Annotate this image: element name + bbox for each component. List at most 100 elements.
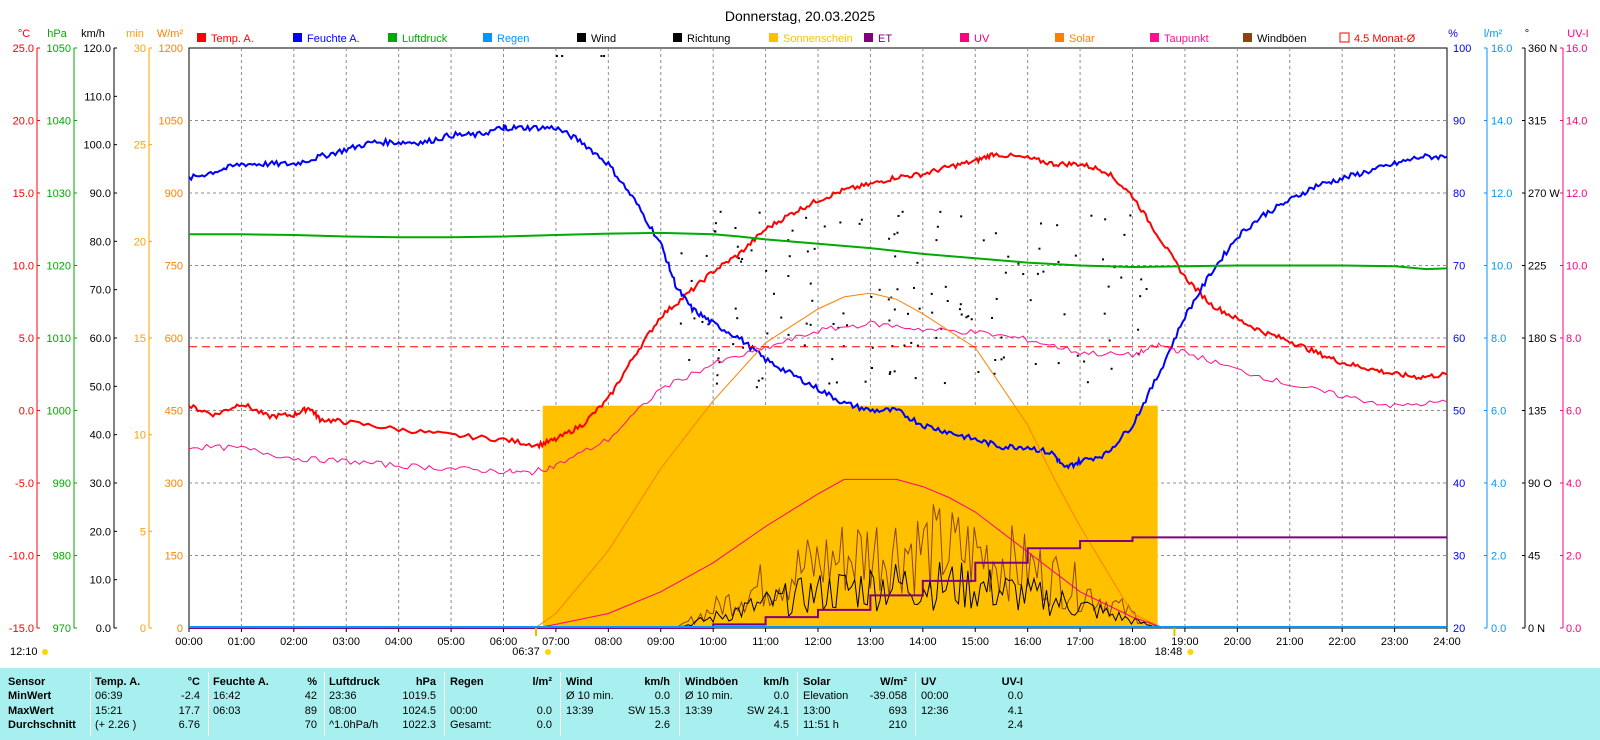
axis-tick-label: 6.0 [1566,406,1581,418]
direction-point [901,210,904,213]
axis-tick-label: 8.0 [1566,333,1581,345]
direction-point [888,319,891,322]
direction-point [835,381,838,384]
series-line-taupunkt [188,320,1448,476]
direction-point [893,308,896,311]
direction-point [888,372,891,375]
axis-tick-label: 80 [1453,188,1465,200]
stats-unit: km/h [763,676,789,688]
axis-tick-label: 16.0 [1491,43,1512,55]
axis-tick-label: 150 [165,551,183,563]
direction-point [1102,258,1105,261]
axis-tick-label: 300 [165,478,183,490]
axis-tick-label: 1030 [47,188,71,200]
axis-tick-label: 4.0 [1491,478,1506,490]
stats-time: ^1.0hPa/h [329,719,379,731]
direction-point [719,210,722,213]
direction-point [912,286,915,289]
direction-point [693,317,696,320]
stats-divider [679,672,680,736]
axis-tick-label: 5.0 [19,333,34,345]
axis-tick-label: 1050 [47,43,71,55]
axis-tick-label: 15.0 [13,188,34,200]
stats-group-header: Windböen [685,676,739,688]
axis-tick-label: 50 [1453,406,1465,418]
x-tick-label: 24:00 [1433,636,1461,648]
direction-point [805,216,808,219]
axis-tick-label: 10.0 [90,575,111,587]
legend-label: Windböen [1257,33,1307,45]
direction-point [839,221,842,224]
axis-tick-label: 0.0 [1491,623,1506,635]
stats-value: 1024.5 [402,705,436,717]
axis-unit-label: l/m² [1484,28,1503,40]
stats-group-header: Solar [803,676,831,688]
legend-swatch [483,33,492,42]
axis-tick-label: 980 [53,551,71,563]
stats-unit: hPa [415,676,436,688]
stats-value: 4.1 [1007,705,1023,717]
x-tick-label: 05:00 [437,636,465,648]
direction-point [742,346,745,349]
direction-point [811,299,814,302]
stats-time: Ø 10 min. [566,690,614,702]
legend-swatch [577,33,586,42]
direction-point [967,315,970,318]
stats-group-header: UV [921,676,937,688]
direction-point [736,317,739,320]
direction-point [878,288,881,291]
axis-tick-label: 70 [1453,261,1465,273]
direction-point [993,372,996,375]
legend-swatch [1339,32,1350,43]
axis-tick-label: 0 [177,623,183,635]
x-tick-label: 16:00 [1014,636,1042,648]
stats-value: 0.0 [1007,690,1023,702]
axis-unit-label: % [1448,28,1458,40]
direction-point [842,312,845,315]
direction-point [893,370,896,373]
axis-tick-label: 1010 [47,333,71,345]
x-tick-label: 15:00 [961,636,989,648]
direction-point [740,260,743,263]
direction-point [871,346,874,349]
x-tick-label: 12:00 [804,636,832,648]
direction-point [680,252,683,255]
axis-tick-label: 16.0 [1566,43,1587,55]
direction-point [1090,214,1093,217]
axis-tick-label: 450 [165,406,183,418]
axis-tick-label: 90 O [1528,478,1552,490]
axis-tick-label: 40 [1453,478,1465,490]
axis-unit-label: °C [18,28,30,40]
stats-value: 17.7 [178,705,200,717]
x-tick-label: 20:00 [1224,636,1252,648]
stats-unit: % [307,676,317,688]
direction-point [717,357,720,360]
direction-point [707,323,710,326]
direction-point [958,308,961,311]
legend-label: ET [878,33,892,45]
stats-value: 693 [888,705,907,717]
legend-label: Sonnenschein [783,33,853,45]
direction-point [871,367,874,370]
direction-point [772,292,775,295]
direction-point [1022,273,1025,276]
x-tick-label: 07:00 [542,636,570,648]
stats-divider [324,672,325,736]
series-lines [188,123,1448,629]
direction-point [734,227,737,230]
x-tick-label: 19:00 [1171,636,1199,648]
axis-tick-label: 12.0 [1566,188,1587,200]
direction-point [936,225,939,228]
stats-time: 00:00 [921,690,949,702]
stats-time: 06:03 [213,705,241,717]
direction-point [1038,247,1041,250]
legend-label: UV [974,33,990,45]
direction-point [994,359,997,362]
axis-tick-label: 10.0 [13,261,34,273]
x-tick-label: 11:00 [752,636,779,648]
legend-swatch [293,33,302,42]
direction-point [894,255,897,258]
direction-point [1107,285,1110,288]
direction-point [914,377,917,380]
sun-time-label: 06:37 [512,646,540,658]
